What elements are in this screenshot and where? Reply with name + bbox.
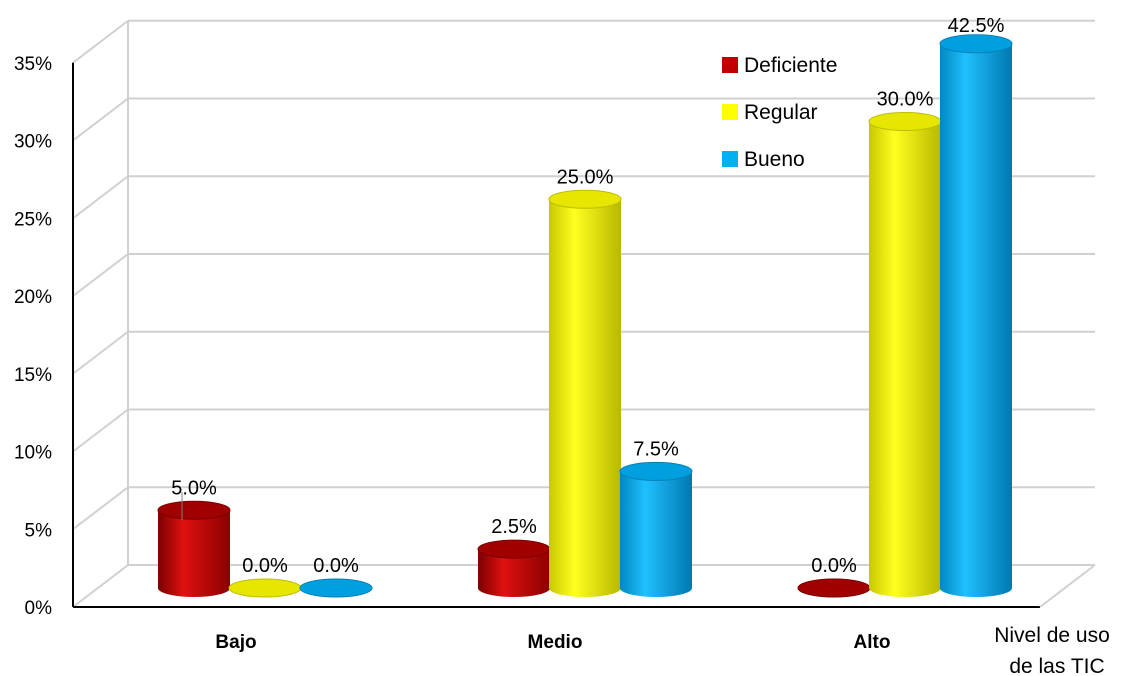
x-axis-title-line-1: Nivel de uso: [994, 624, 1110, 647]
bar-top-regular-alto: [868, 112, 942, 131]
bar-top-bueno-alto: [939, 34, 1013, 54]
y-tick-label: 35%: [14, 54, 52, 75]
gridline-diagonal: [72, 19, 129, 64]
x-tick-label: Bajo: [215, 632, 256, 653]
gridline-diagonal: [72, 97, 129, 142]
bar-top-bueno-bajo: [299, 578, 373, 598]
y-tick-label: 0%: [25, 598, 53, 619]
bars: [157, 34, 1013, 598]
legend: Deficiente Regular Bueno: [722, 54, 837, 171]
y-tick-label: 15%: [14, 365, 52, 386]
bar-top-regular-medio: [548, 189, 622, 209]
y-tick-label: 20%: [14, 287, 52, 308]
gridline-diagonal: [72, 486, 129, 531]
gridline-diagonal: [72, 175, 129, 220]
gridline-diagonal: [72, 564, 129, 608]
legend-swatch-regular: [722, 104, 738, 120]
data-label: 25.0%: [557, 166, 614, 188]
bar-deficiente-bajo: [158, 510, 230, 597]
data-labels: 5.0% 0.0% 0.0% 2.5% 25.0% 7.5% 0.0% 30.0% 42.5%: [171, 15, 1004, 577]
gridline-diagonal: [72, 253, 129, 297]
legend-swatch-bueno: [722, 151, 738, 167]
legend-label-deficiente: Deficiente: [744, 54, 837, 77]
bar-top-regular-bajo: [228, 578, 302, 598]
legend-label-regular: Regular: [744, 101, 818, 124]
bar-top-bueno-medio: [619, 461, 693, 481]
y-tick-label: 10%: [14, 443, 52, 464]
data-label: 0.0%: [811, 555, 857, 577]
bar-top-deficiente-bajo: [157, 500, 231, 520]
y-tick-label: 25%: [14, 209, 52, 230]
bar-top-deficiente-medio: [477, 539, 551, 559]
bar-regular-medio: [549, 199, 621, 597]
data-label: 0.0%: [313, 555, 359, 577]
bar-bueno-medio: [620, 471, 692, 597]
x-axis-title-line-2: de las TIC: [1009, 655, 1104, 676]
x-tick-label: Alto: [854, 632, 891, 653]
gridline-diagonal: [72, 330, 129, 375]
data-label: 5.0%: [171, 477, 217, 499]
gridline-diagonal: [72, 408, 129, 453]
legend-label-bueno: Bueno: [744, 148, 805, 171]
bar-deficiente-medio: [478, 549, 550, 597]
bar-bueno-alto: [940, 43, 1012, 597]
data-label: 2.5%: [491, 516, 537, 538]
legend-swatch-deficiente: [722, 57, 738, 73]
data-label: 42.5%: [948, 15, 1005, 37]
bar-regular-alto: [869, 121, 941, 597]
axes: 0% 5% 10% 15% 20% 25% 30% 35% Bajo Medio Alto: [14, 54, 1096, 653]
data-label: 30.0%: [877, 89, 934, 111]
floor-edge: [1039, 564, 1096, 608]
y-tick-label: 5%: [25, 520, 53, 541]
bar-top-deficiente-alto: [797, 578, 871, 598]
data-label: 0.0%: [242, 555, 288, 577]
x-tick-label: Medio: [528, 632, 583, 653]
data-label: 7.5%: [633, 438, 679, 460]
y-tick-label: 30%: [14, 132, 52, 153]
